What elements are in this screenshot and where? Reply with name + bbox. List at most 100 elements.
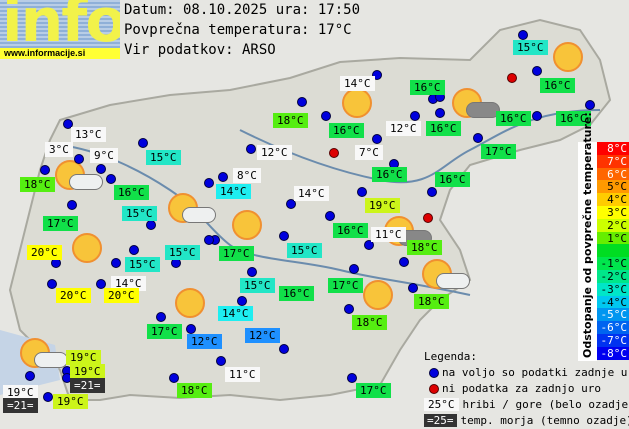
- station-temperature-label: 16°C: [540, 78, 575, 93]
- station-temperature-label: 18°C: [352, 315, 387, 330]
- station-dot[interactable]: [40, 165, 50, 175]
- station-temperature-label: 17°C: [481, 144, 516, 159]
- legend-blue: na voljo so podatki zadnje ure: [442, 366, 629, 379]
- station-temperature-label: 12°C: [257, 145, 292, 160]
- station-temperature-label: 18°C: [273, 113, 308, 128]
- station-temperature-label: 19°C: [53, 394, 88, 409]
- station-dot[interactable]: [279, 231, 289, 241]
- scale-step: 6°C: [597, 168, 629, 181]
- station-dot[interactable]: [473, 133, 483, 143]
- sun-icon: [363, 280, 393, 310]
- station-temperature-label: 11°C: [225, 367, 260, 382]
- station-temperature-label: 15°C: [146, 150, 181, 165]
- station-temperature-label: 16°C: [496, 111, 531, 126]
- station-dot[interactable]: [218, 172, 228, 182]
- slovenia-territory: [10, 20, 610, 400]
- station-temperature-label: 15°C: [125, 257, 160, 272]
- station-temperature-label: 9°C: [90, 148, 118, 163]
- station-temperature-label: 19°C: [365, 198, 400, 213]
- station-dot[interactable]: [96, 164, 106, 174]
- station-temperature-label: 16°C: [372, 167, 407, 182]
- station-temperature-label: 15°C: [122, 206, 157, 221]
- station-dot[interactable]: [146, 220, 156, 230]
- station-dot[interactable]: [216, 356, 226, 366]
- station-dot[interactable]: [372, 134, 382, 144]
- blue-dot-icon: [429, 368, 439, 378]
- site-url[interactable]: www.informacije.si: [0, 48, 120, 59]
- station-dot[interactable]: [204, 178, 214, 188]
- station-dot[interactable]: [321, 111, 331, 121]
- station-dot[interactable]: [325, 211, 335, 221]
- station-dot[interactable]: [408, 283, 418, 293]
- station-temperature-label: 16°C: [329, 123, 364, 138]
- station-dot[interactable]: [67, 200, 77, 210]
- legend-red: ni podatka za zadnjo uro: [442, 382, 601, 395]
- station-dot[interactable]: [347, 373, 357, 383]
- station-dot[interactable]: [247, 267, 257, 277]
- station-dot[interactable]: [111, 258, 121, 268]
- station-temperature-label: 15°C: [165, 245, 200, 260]
- station-dot[interactable]: [518, 30, 528, 40]
- station-dot[interactable]: [427, 187, 437, 197]
- station-temperature-label: 18°C: [407, 240, 442, 255]
- station-temperature-label: 14°C: [340, 76, 375, 91]
- scale-step: -7°C: [597, 334, 629, 347]
- station-temperature-label: 12°C: [245, 328, 280, 343]
- logo[interactable]: info: [0, 0, 120, 48]
- station-temperature-label: 15°C: [240, 278, 275, 293]
- station-dot[interactable]: [106, 174, 116, 184]
- scale-step: [597, 244, 629, 257]
- station-dot[interactable]: [169, 373, 179, 383]
- station-dot[interactable]: [532, 111, 542, 121]
- station-dot[interactable]: [25, 371, 35, 381]
- station-dot[interactable]: [410, 111, 420, 121]
- station-dot[interactable]: [74, 154, 84, 164]
- station-dot[interactable]: [246, 144, 256, 154]
- station-dot-no-data[interactable]: [507, 73, 517, 83]
- station-temperature-label: 14°C: [218, 306, 253, 321]
- station-dot[interactable]: [585, 100, 595, 110]
- station-dot[interactable]: [129, 245, 139, 255]
- station-temperature-label: 14°C: [216, 184, 251, 199]
- station-dot[interactable]: [357, 187, 367, 197]
- cloud-icon: [69, 174, 103, 190]
- station-dot-no-data[interactable]: [423, 213, 433, 223]
- scale-step: -6°C: [597, 321, 629, 334]
- legend-title: Legenda:: [424, 349, 629, 365]
- station-temperature-label: 7°C: [355, 145, 383, 160]
- station-dot[interactable]: [297, 97, 307, 107]
- station-dot[interactable]: [156, 312, 166, 322]
- station-temperature-label: 18°C: [20, 177, 55, 192]
- station-dot-no-data[interactable]: [329, 148, 339, 158]
- station-dot[interactable]: [43, 392, 53, 402]
- station-temperature-label: 15°C: [287, 243, 322, 258]
- station-dot[interactable]: [399, 257, 409, 267]
- station-temperature-label: 20°C: [104, 288, 139, 303]
- sun-icon: [553, 42, 583, 72]
- station-temperature-label: 17°C: [147, 324, 182, 339]
- date-time: Datum: 08.10.2025 ura: 17:50: [124, 0, 360, 20]
- station-dot[interactable]: [186, 324, 196, 334]
- station-temperature-label: 15°C: [513, 40, 548, 55]
- scale-title: Odstopanje od povprečne temperature:: [578, 142, 597, 361]
- station-dot[interactable]: [237, 296, 247, 306]
- station-dot[interactable]: [279, 344, 289, 354]
- station-temperature-label: 3°C: [45, 142, 73, 157]
- station-dot[interactable]: [532, 66, 542, 76]
- scale-step: 1°C: [597, 232, 629, 245]
- station-temperature-label: 19°C: [66, 350, 101, 365]
- cloud-icon: [436, 273, 470, 289]
- sun-icon: [72, 233, 102, 263]
- station-temperature-label: 19°C: [70, 364, 105, 379]
- station-dot[interactable]: [204, 235, 214, 245]
- station-dot[interactable]: [435, 108, 445, 118]
- station-dot[interactable]: [138, 138, 148, 148]
- sun-icon: [342, 88, 372, 118]
- station-temperature-label: 11°C: [371, 227, 406, 242]
- sun-icon: [175, 288, 205, 318]
- station-dot[interactable]: [349, 264, 359, 274]
- scale-step: 3°C: [597, 206, 629, 219]
- station-dot[interactable]: [344, 304, 354, 314]
- station-temperature-label: 13°C: [71, 127, 106, 142]
